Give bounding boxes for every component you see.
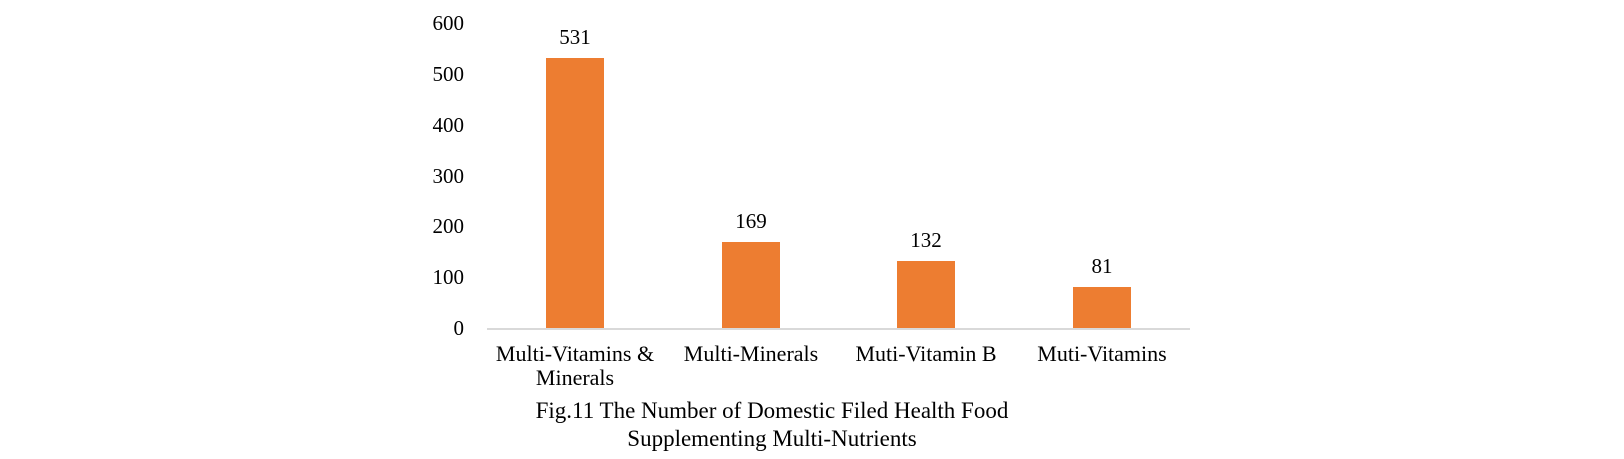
- bar-value-label: 81: [1091, 254, 1113, 278]
- figure-caption-line-1: Fig.11 The Number of Domestic Filed Heal…: [535, 398, 1009, 423]
- y-axis-tick-label: 600: [432, 11, 465, 35]
- y-axis-tick-label: 200: [432, 214, 465, 239]
- y-axis-tick-label: 500: [432, 61, 465, 86]
- y-axis-tick-label: 0: [453, 316, 465, 340]
- y-axis-tick-label: 300: [432, 163, 465, 188]
- bar-1: [546, 58, 604, 328]
- bar-value-label: 169: [735, 209, 767, 233]
- bar-2: [722, 242, 780, 328]
- bar-3: [897, 261, 955, 328]
- figure-caption: Fig.11 The Number of Domestic Filed Heal…: [472, 397, 1072, 453]
- figure-caption-line-2: Supplementing Multi-Nutrients: [627, 426, 917, 451]
- bar-value-label: 531: [559, 25, 591, 49]
- y-axis-tick-label: 100: [432, 265, 465, 290]
- x-axis-category-label: Muti-Vitamins: [1037, 341, 1167, 366]
- bar-4: [1073, 287, 1131, 328]
- y-axis-tick-label: 400: [432, 112, 465, 137]
- x-axis-category-label: Muti-Vitamin B: [855, 341, 997, 366]
- bar-value-label: 132: [910, 228, 942, 252]
- x-axis-line: [487, 328, 1190, 330]
- x-axis-category-label: Multi-Vitamins & Minerals: [495, 341, 655, 390]
- x-axis-category-label: Multi-Minerals: [683, 341, 819, 366]
